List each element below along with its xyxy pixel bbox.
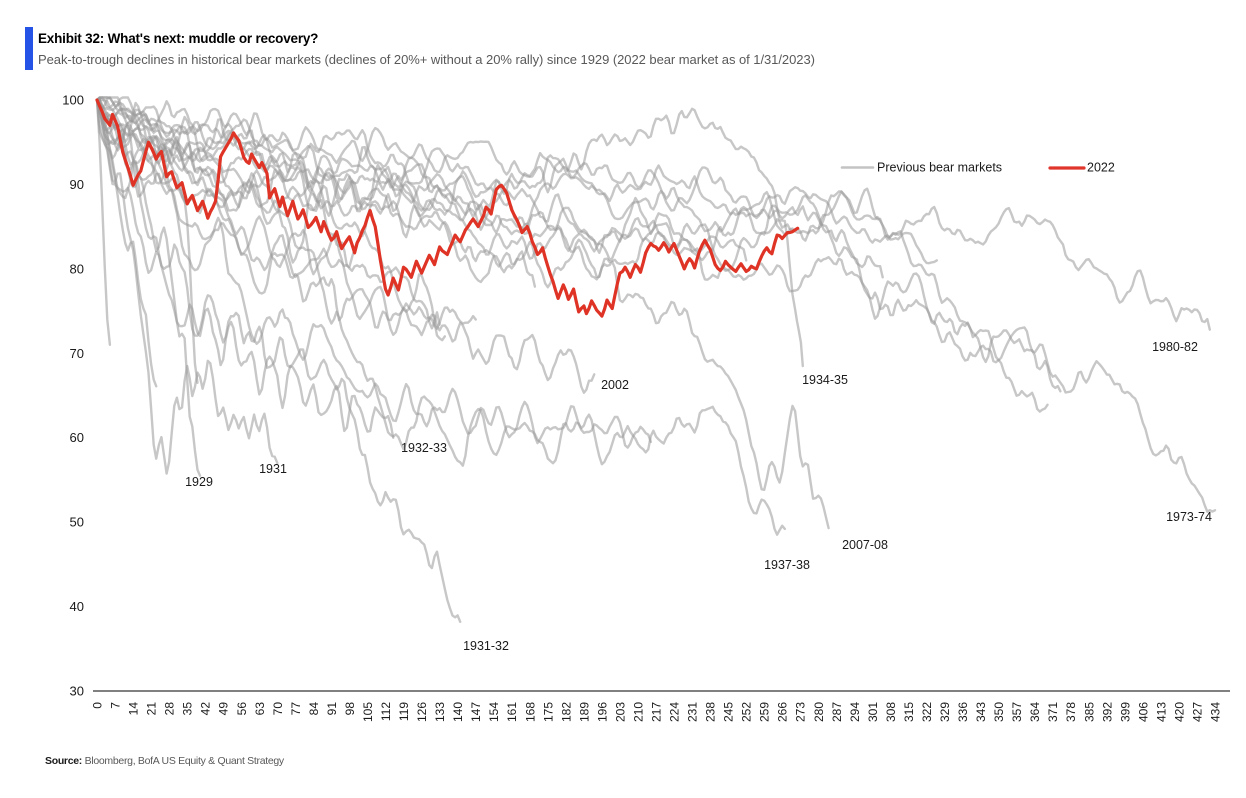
svg-text:112: 112 [379, 702, 393, 721]
svg-text:434: 434 [1209, 702, 1223, 722]
svg-text:1931: 1931 [259, 462, 287, 476]
svg-text:42: 42 [199, 702, 213, 716]
svg-text:2007-08: 2007-08 [842, 538, 888, 552]
svg-text:315: 315 [902, 702, 916, 722]
svg-text:392: 392 [1100, 702, 1114, 722]
svg-text:287: 287 [830, 702, 844, 722]
svg-text:40: 40 [70, 599, 84, 614]
svg-text:336: 336 [956, 702, 970, 722]
svg-text:100: 100 [62, 93, 84, 108]
svg-text:378: 378 [1064, 702, 1078, 722]
svg-text:350: 350 [992, 702, 1006, 722]
svg-text:119: 119 [397, 702, 411, 721]
svg-text:210: 210 [632, 702, 646, 722]
svg-text:1929: 1929 [185, 475, 213, 489]
svg-text:84: 84 [307, 702, 321, 716]
svg-text:371: 371 [1046, 702, 1060, 722]
svg-text:Previous bear markets: Previous bear markets [877, 161, 1002, 175]
svg-text:217: 217 [650, 702, 664, 722]
svg-text:60: 60 [70, 430, 84, 445]
svg-text:294: 294 [848, 702, 862, 722]
svg-text:50: 50 [70, 515, 84, 530]
svg-text:224: 224 [668, 702, 682, 722]
svg-text:2002: 2002 [601, 378, 629, 392]
svg-text:357: 357 [1010, 702, 1024, 722]
svg-text:427: 427 [1191, 702, 1205, 722]
svg-text:273: 273 [794, 702, 808, 722]
svg-text:238: 238 [704, 702, 718, 722]
svg-text:56: 56 [235, 702, 249, 716]
svg-text:252: 252 [740, 702, 754, 722]
svg-text:364: 364 [1028, 702, 1042, 722]
svg-text:266: 266 [776, 702, 790, 722]
svg-text:21: 21 [145, 702, 159, 716]
svg-text:343: 343 [974, 702, 988, 722]
svg-text:63: 63 [253, 702, 267, 716]
svg-text:322: 322 [920, 702, 934, 722]
svg-text:154: 154 [487, 702, 501, 722]
svg-text:182: 182 [559, 702, 573, 722]
svg-text:245: 245 [722, 702, 736, 722]
svg-text:28: 28 [163, 702, 177, 716]
svg-text:189: 189 [577, 702, 591, 722]
svg-text:259: 259 [758, 702, 772, 722]
svg-text:161: 161 [505, 702, 519, 722]
svg-text:1937-38: 1937-38 [764, 558, 810, 572]
svg-text:126: 126 [415, 702, 429, 722]
svg-text:147: 147 [469, 702, 483, 722]
svg-text:1973-74: 1973-74 [1166, 510, 1212, 524]
svg-text:105: 105 [361, 702, 375, 722]
svg-text:385: 385 [1082, 702, 1096, 722]
svg-text:90: 90 [70, 177, 84, 192]
svg-text:98: 98 [343, 702, 357, 716]
svg-text:280: 280 [812, 702, 826, 722]
svg-text:1932-33: 1932-33 [401, 441, 447, 455]
svg-text:1934-35: 1934-35 [802, 373, 848, 387]
svg-text:7: 7 [109, 702, 123, 709]
svg-text:301: 301 [866, 702, 880, 722]
svg-text:196: 196 [595, 702, 609, 722]
svg-text:49: 49 [217, 702, 231, 716]
svg-text:168: 168 [523, 702, 537, 722]
svg-text:399: 399 [1118, 702, 1132, 722]
svg-text:30: 30 [70, 684, 84, 699]
svg-text:1980-82: 1980-82 [1152, 340, 1198, 354]
svg-text:329: 329 [938, 702, 952, 722]
svg-text:77: 77 [289, 702, 303, 716]
svg-text:70: 70 [271, 702, 285, 716]
svg-text:91: 91 [325, 702, 339, 716]
svg-text:1931-32: 1931-32 [463, 639, 509, 653]
svg-text:133: 133 [433, 702, 447, 722]
svg-text:35: 35 [181, 702, 195, 716]
svg-text:175: 175 [541, 702, 555, 722]
svg-text:406: 406 [1136, 702, 1150, 722]
svg-text:140: 140 [451, 702, 465, 722]
svg-text:14: 14 [127, 702, 141, 716]
svg-text:70: 70 [70, 346, 84, 361]
svg-text:420: 420 [1172, 702, 1186, 722]
svg-text:0: 0 [91, 702, 105, 709]
svg-text:203: 203 [613, 702, 627, 722]
svg-text:308: 308 [884, 702, 898, 722]
svg-text:413: 413 [1154, 702, 1168, 722]
svg-text:80: 80 [70, 261, 84, 276]
svg-text:2022: 2022 [1087, 161, 1115, 175]
svg-text:231: 231 [686, 702, 700, 722]
